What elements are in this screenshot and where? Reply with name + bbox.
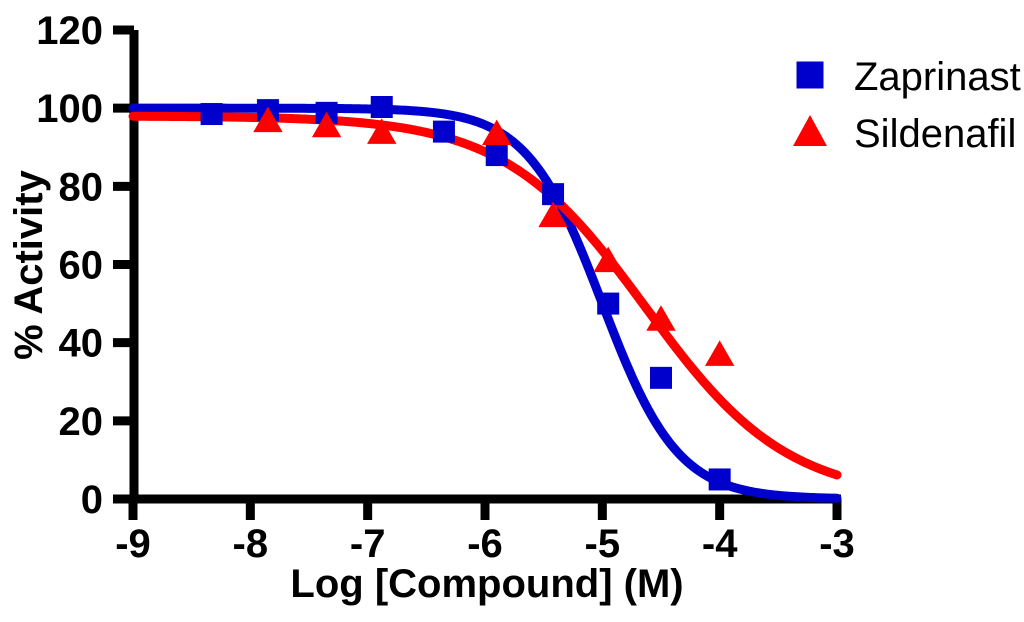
y-axis-tick-label: 80: [59, 165, 104, 209]
data-point-sildenafil: [646, 305, 676, 331]
data-point-sildenafil: [538, 201, 568, 228]
y-axis-tick-label: 100: [36, 87, 103, 131]
y-axis-tick-label: 60: [59, 244, 104, 288]
legend-marker-triangle: [793, 115, 827, 146]
data-point-zaprinast: [370, 95, 393, 118]
y-axis-tick-label: 120: [36, 9, 103, 53]
data-point-sildenafil: [367, 118, 397, 144]
data-point-zaprinast: [432, 120, 455, 143]
x-axis-tick-label: -5: [585, 522, 621, 566]
y-axis-title: % Activity: [7, 169, 51, 359]
series-markers: [200, 95, 735, 491]
data-point-zaprinast: [542, 183, 565, 206]
data-point-sildenafil: [704, 340, 735, 366]
y-axis-tick-label: 0: [81, 478, 103, 522]
series-curves: [128, 103, 842, 503]
data-point-zaprinast: [485, 144, 508, 167]
legend-marker-square: [796, 61, 824, 89]
data-point-sildenafil: [311, 111, 342, 138]
x-axis-tick-label: -8: [233, 522, 269, 566]
curve-zaprinast: [128, 103, 842, 503]
data-point-sildenafil: [253, 106, 283, 133]
y-axis-ticks: [113, 25, 134, 504]
x-axis-tick-label: -4: [702, 522, 738, 566]
axes-group: [129, 30, 841, 504]
y-axis-tick-label: 20: [59, 400, 104, 444]
data-point-zaprinast: [650, 366, 672, 389]
y-axis-tick-label: 40: [59, 322, 104, 366]
x-axis-tick-label: -3: [819, 522, 855, 566]
curve-sildenafil: [128, 111, 842, 480]
x-axis-title: Log [Compound] (M): [290, 562, 683, 606]
legend-label-zaprinast: Zaprinast: [854, 55, 1021, 99]
data-point-zaprinast: [200, 103, 223, 126]
y-axis-tick-labels: 0 20 40 60 80 100 120: [36, 9, 103, 522]
x-axis-tick-label: -7: [350, 522, 386, 566]
legend-label-sildenafil: Sildenafil: [854, 112, 1016, 156]
data-point-sildenafil: [482, 119, 512, 146]
x-axis-tick-label: -9: [115, 522, 151, 566]
x-axis-tick-label: -6: [467, 522, 503, 566]
data-point-sildenafil: [593, 246, 623, 273]
x-axis-tick-labels: -9 -8 -7 -6 -5 -4 -3: [115, 522, 855, 566]
chart-legend: Zaprinast Sildenafil: [793, 55, 1021, 156]
data-point-zaprinast: [597, 292, 620, 315]
data-point-zaprinast: [708, 468, 731, 491]
